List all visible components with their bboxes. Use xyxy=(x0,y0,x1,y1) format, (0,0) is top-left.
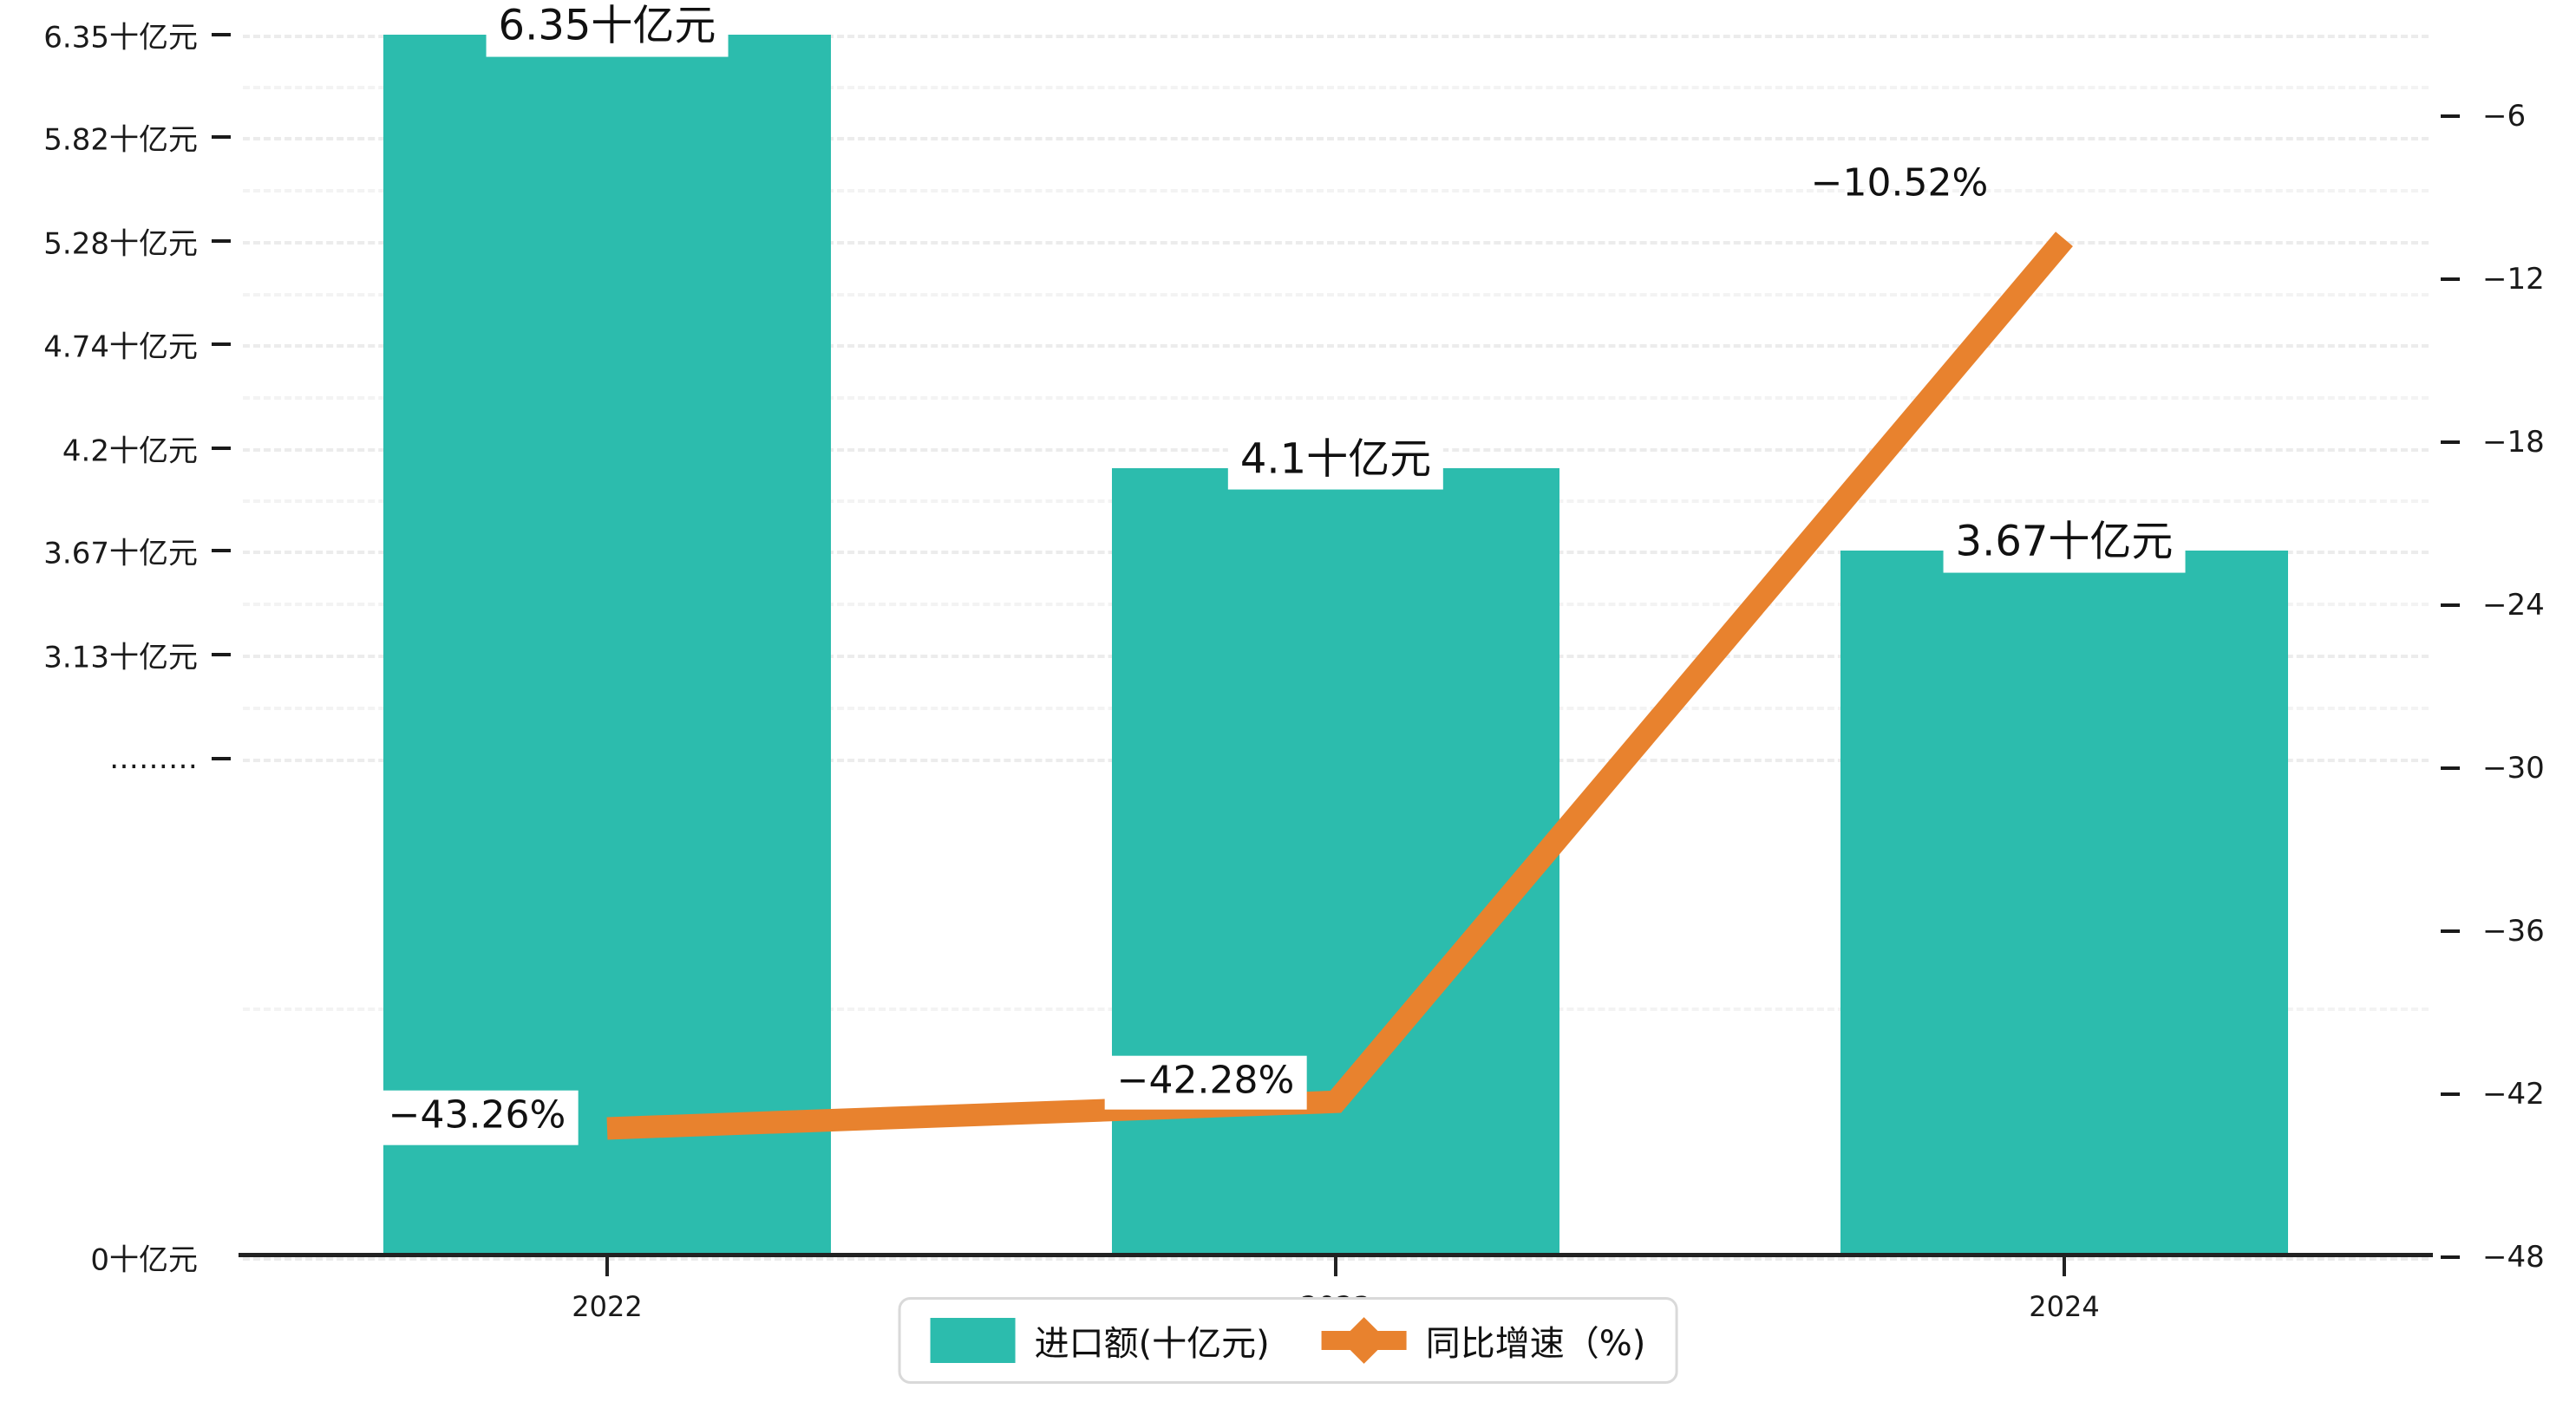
y-axis-right-tick xyxy=(2441,929,2460,933)
y-axis-right-tick xyxy=(2441,603,2460,607)
line-data-label-2023: −42.28% xyxy=(1104,1055,1307,1111)
y-axis-right-label: −18 xyxy=(2482,425,2545,460)
y-axis-left-tick xyxy=(212,756,231,760)
bar-2024[interactable] xyxy=(1840,551,2289,1257)
y-axis-right-label: −30 xyxy=(2482,751,2545,786)
line-diamond-swatch-icon xyxy=(1321,1317,1407,1364)
bar-data-label-2023: 4.1十亿元 xyxy=(1227,432,1444,491)
gridline xyxy=(243,188,2429,192)
y-axis-right-tick xyxy=(2441,1255,2460,1259)
y-axis-right-label: −36 xyxy=(2482,914,2545,949)
x-tick-mark-2022 xyxy=(605,1257,609,1276)
y-axis-left-tick xyxy=(212,652,231,656)
y-axis-right-tick xyxy=(2441,440,2460,444)
plot-area: 6.35十亿元 4.1十亿元 3.67十亿元 −43.26% −42.28% −10.52… xyxy=(239,0,2433,1323)
y-axis-right-label: −48 xyxy=(2482,1240,2545,1275)
y-axis-right-tick xyxy=(2441,277,2460,281)
y-axis-right-tick xyxy=(2441,1092,2460,1096)
y-axis-left-tick xyxy=(212,33,231,36)
bar-data-label-2022: 6.35十亿元 xyxy=(486,0,729,57)
y-axis-left-tick xyxy=(212,549,231,553)
y-axis-left-label: ……… xyxy=(109,740,198,776)
y-axis-left-label: 5.82十亿元 xyxy=(43,122,198,158)
line-data-label-2022: −43.26% xyxy=(376,1091,579,1145)
y-axis-left-tick xyxy=(212,238,231,243)
y-axis-right-label: −6 xyxy=(2482,99,2527,134)
legend-label-import-value: 进口额(十亿元) xyxy=(1034,1324,1270,1364)
y-axis-right-label: −42 xyxy=(2482,1077,2545,1112)
y-axis-right-tick xyxy=(2441,114,2460,118)
y-axis-left-label: 0十亿元 xyxy=(90,1242,198,1278)
y-axis-left-tick xyxy=(212,447,231,451)
y-axis-right-label: −24 xyxy=(2482,588,2545,623)
y-axis-left-label: 4.74十亿元 xyxy=(43,329,198,365)
y-axis-left-tick xyxy=(212,342,231,347)
bar-2022[interactable] xyxy=(382,35,832,1257)
bar-swatch-icon xyxy=(930,1318,1016,1363)
y-axis-right-label: −12 xyxy=(2482,262,2545,297)
legend-label-growth-rate: 同比增速（%) xyxy=(1425,1324,1646,1364)
x-tick-mark-2024 xyxy=(2063,1257,2066,1276)
y-axis-left-label: 3.67十亿元 xyxy=(43,536,198,571)
y-axis-left-label: 3.13十亿元 xyxy=(43,640,198,675)
y-axis-left-label: 5.28十亿元 xyxy=(43,226,198,262)
legend-item-growth-rate[interactable]: 同比增速（%) xyxy=(1321,1315,1646,1366)
bar-data-label-2024: 3.67十亿元 xyxy=(1943,514,2186,573)
y-axis-right-tick xyxy=(2441,766,2460,770)
gridline xyxy=(243,35,2429,38)
chart-legend[interactable]: 进口额(十亿元) 同比增速（%) xyxy=(898,1297,1678,1384)
y-axis-left-label: 4.2十亿元 xyxy=(62,434,198,469)
x-tick-mark-2023 xyxy=(1334,1257,1337,1276)
y-axis-left-label: 6.35十亿元 xyxy=(43,20,198,55)
x-tick-label-2022: 2022 xyxy=(572,1290,643,1323)
gridline xyxy=(243,136,2429,140)
y-axis-left-tick xyxy=(212,134,231,139)
bar-2023[interactable] xyxy=(1111,467,1560,1257)
legend-item-import-value[interactable]: 进口额(十亿元) xyxy=(930,1315,1270,1366)
line-data-label-2024: −10.52% xyxy=(1810,160,1989,205)
x-axis-line xyxy=(239,1253,2433,1257)
gridline xyxy=(243,85,2429,89)
x-tick-label-2024: 2024 xyxy=(2029,1290,2100,1323)
